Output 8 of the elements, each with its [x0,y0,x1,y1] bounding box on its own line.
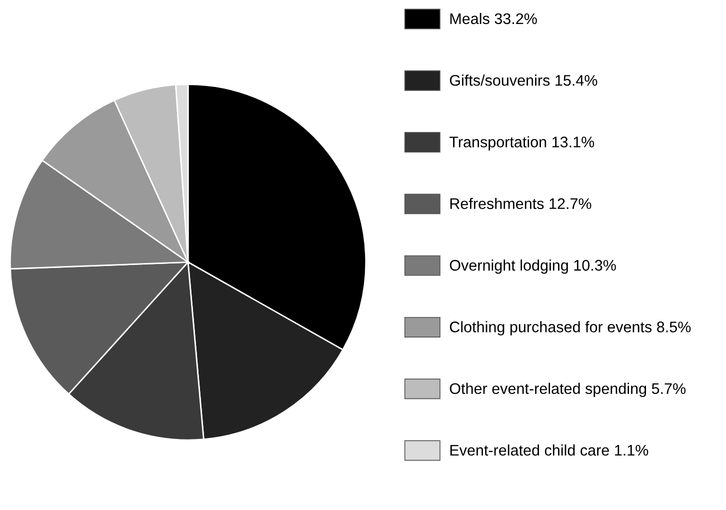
legend-label: Overnight lodging 10.3% [450,260,616,274]
legend-label: Refreshments 12.7% [450,198,592,210]
legend-label: Gifts/souvenirs 15.4% [450,74,598,86]
legend-label: Meals 33.2% [450,12,537,24]
legend-label: Other event-related spending 5.7% [450,382,686,398]
legend-label: Event-related child care 1.1% [450,444,648,456]
legend-label: Clothing purchased for events 8.5% [450,321,691,336]
legend-label: Transportation 13.1% [449,136,594,150]
